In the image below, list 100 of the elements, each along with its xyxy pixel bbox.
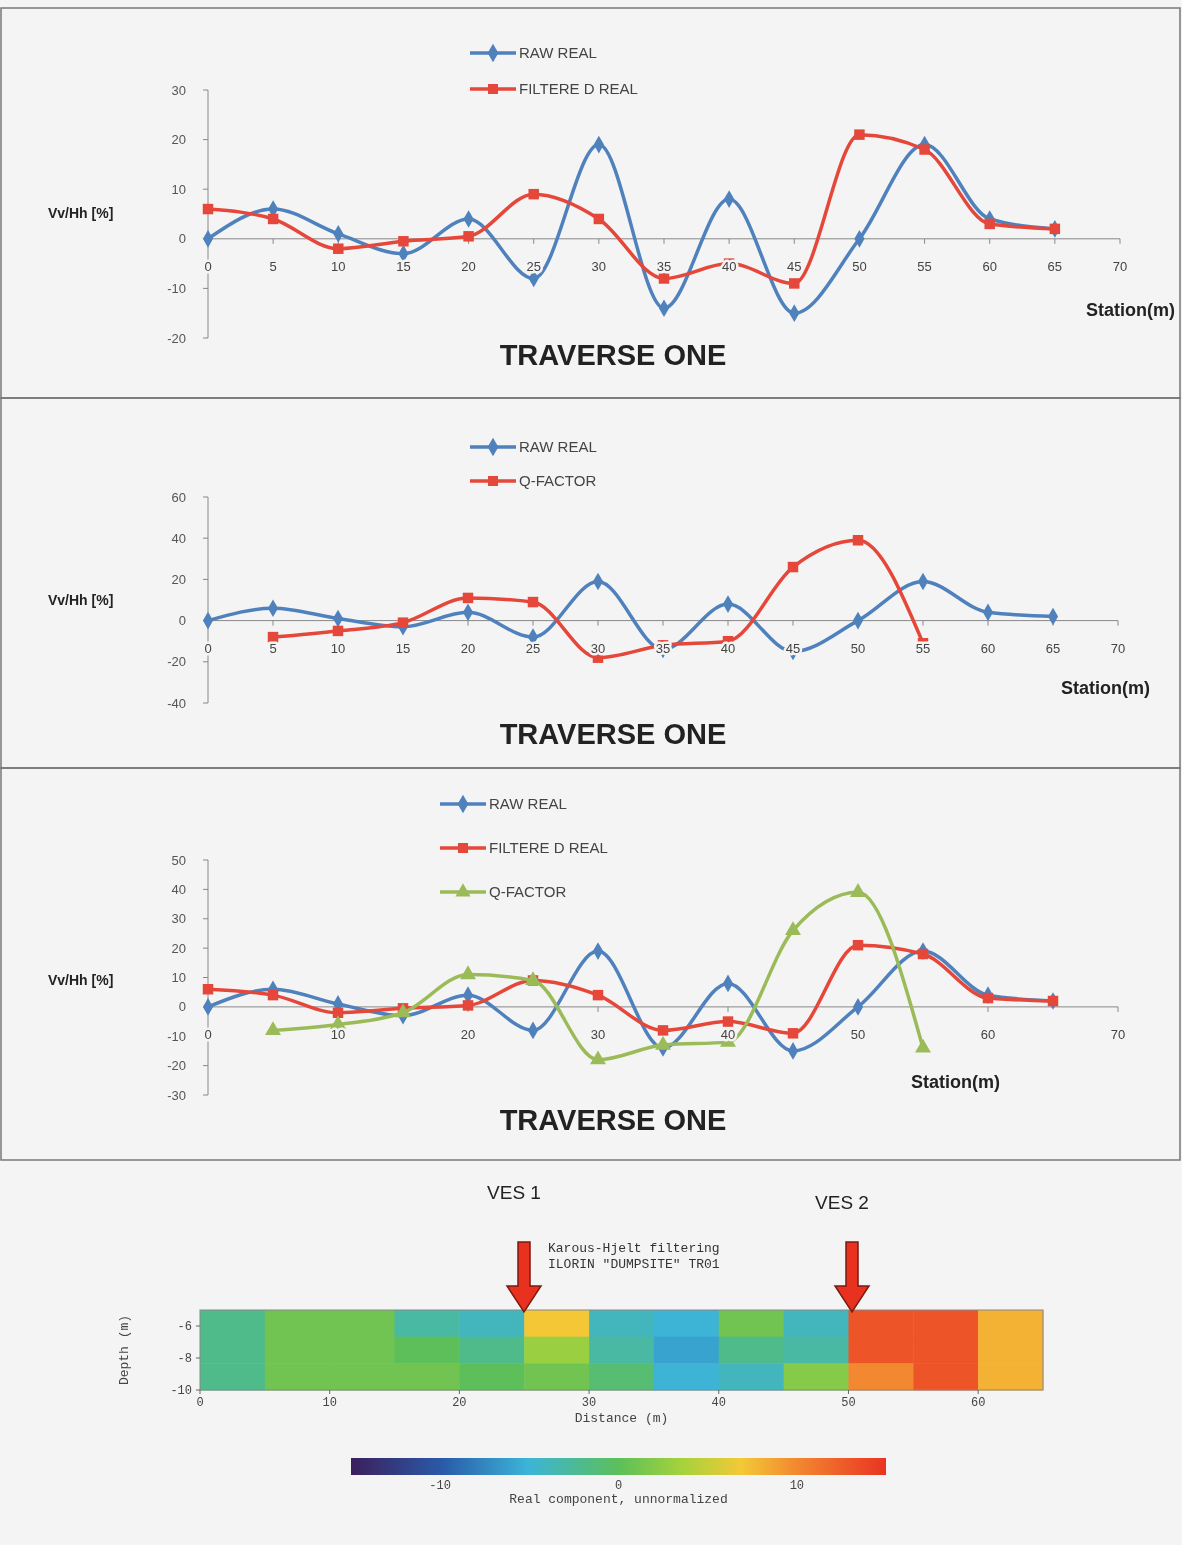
y-tick-label: 30 — [171, 82, 186, 98]
point — [852, 535, 864, 546]
text: TRAVERSE ONE — [499, 718, 727, 750]
point — [397, 617, 409, 628]
x-tick-label: 25 — [526, 258, 541, 274]
y-axis-title: Vv/Hh [%] — [48, 971, 114, 988]
point — [460, 965, 476, 980]
point — [722, 1016, 734, 1027]
y-tick-label: -6 — [177, 1320, 192, 1335]
x-tick-label: 20 — [460, 640, 476, 656]
color-bar-title: Real component, unnormalized — [509, 1492, 728, 1507]
x-tick-label: 0 — [204, 640, 212, 656]
legend-label: FILTERE D REAL — [519, 80, 638, 98]
point — [593, 213, 605, 225]
y-tick-label: -20 — [167, 330, 186, 346]
x-axis-title: Distance (m) — [574, 1411, 669, 1426]
point — [789, 278, 800, 289]
y-tick-label: -10 — [167, 1028, 186, 1044]
point — [657, 1025, 669, 1036]
y-tick-label: 30 — [171, 911, 186, 927]
y-axis-title: Vv/Hh [%] — [48, 204, 114, 221]
x-tick-label: 70 — [1110, 640, 1126, 656]
y-tick-label: 60 — [171, 489, 186, 505]
x-axis-title: Station(m) — [1086, 300, 1175, 321]
x-tick-label: 5 — [269, 258, 277, 274]
x-tick-label: 70 — [1110, 1026, 1126, 1042]
y-tick-label: 10 — [171, 970, 186, 986]
point — [984, 218, 995, 230]
x-tick-label: 60 — [982, 258, 997, 274]
y-tick-label: -40 — [167, 695, 186, 711]
point — [398, 236, 409, 247]
y-tick-label: 10 — [171, 181, 186, 197]
x-tick-label: 60 — [980, 640, 996, 656]
point — [462, 592, 474, 604]
x-tick-label: 15 — [396, 258, 411, 274]
y-tick-label: 0 — [178, 613, 186, 629]
point — [852, 939, 864, 951]
y-tick-label: 50 — [171, 852, 186, 868]
y-tick-label: -30 — [167, 1087, 186, 1103]
legend-label: Q-FACTOR — [519, 472, 597, 490]
point — [982, 992, 994, 1004]
x-tick-label: 65 — [1047, 258, 1063, 274]
y-tick-label: 40 — [171, 881, 186, 897]
x-tick-label: 50 — [852, 258, 867, 274]
point — [333, 243, 344, 254]
x-tick-label: 60 — [980, 1026, 996, 1042]
legend-label: FILTERE D REAL — [489, 839, 608, 857]
point — [527, 596, 539, 608]
text: TRAVERSE ONE — [499, 1104, 727, 1136]
point — [525, 971, 541, 986]
y-tick-label: 0 — [178, 999, 186, 1015]
x-tick-label: 50 — [850, 1026, 866, 1042]
point — [785, 921, 801, 936]
y-tick-label: -10 — [167, 280, 186, 296]
point — [658, 273, 670, 284]
y-tick-label: 20 — [171, 132, 186, 148]
x-tick-label: 25 — [525, 640, 541, 656]
x-tick-label: 10 — [330, 1026, 346, 1042]
point — [462, 1000, 474, 1011]
x-axis-title: Station(m) — [911, 1072, 1000, 1093]
point — [332, 625, 344, 637]
point — [592, 989, 604, 1001]
x-tick-label: 30 — [591, 258, 607, 274]
point — [528, 188, 539, 200]
x-tick-label: 10 — [331, 258, 346, 274]
legend-label: RAW REAL — [519, 438, 597, 456]
x-tick-label: 5 — [269, 640, 277, 656]
x-tick-label: 0 — [196, 1396, 204, 1410]
legend-label: RAW REAL — [489, 795, 567, 813]
point — [267, 989, 279, 1001]
point — [850, 883, 866, 897]
y-tick-label: 20 — [171, 940, 186, 956]
y-tick-label: 20 — [171, 571, 186, 587]
point — [787, 561, 799, 573]
point — [202, 984, 214, 995]
x-tick-label: 30 — [590, 1026, 606, 1042]
x-tick-label: 0 — [204, 258, 212, 274]
color-bar-label: 0 — [614, 1479, 623, 1493]
x-tick-label: 70 — [1112, 258, 1128, 274]
y-tick-label: -10 — [170, 1384, 192, 1399]
x-tick-label: 30 — [581, 1396, 597, 1410]
point — [919, 144, 930, 155]
y-tick-label: -20 — [167, 1058, 186, 1074]
legend-label: RAW REAL — [519, 44, 597, 62]
x-tick-label: 30 — [590, 640, 606, 656]
point — [854, 129, 865, 140]
point — [787, 1028, 799, 1039]
chart-title: Karous-Hjelt filtering — [548, 1241, 720, 1256]
x-tick-label: 50 — [841, 1396, 856, 1410]
y-axis-title: Vv/Hh [%] — [48, 591, 114, 608]
x-tick-label: 20 — [452, 1396, 467, 1410]
x-tick-label: 40 — [711, 1396, 726, 1410]
x-tick-label: 40 — [720, 1026, 736, 1042]
x-tick-label: 45 — [787, 258, 802, 274]
color-bar-label: -10 — [429, 1479, 451, 1493]
point — [917, 948, 929, 960]
text: TRAVERSE ONE — [499, 339, 727, 371]
y-tick-label: -20 — [167, 654, 186, 670]
x-tick-label: 55 — [917, 258, 932, 274]
x-tick-label: 65 — [1045, 640, 1061, 656]
